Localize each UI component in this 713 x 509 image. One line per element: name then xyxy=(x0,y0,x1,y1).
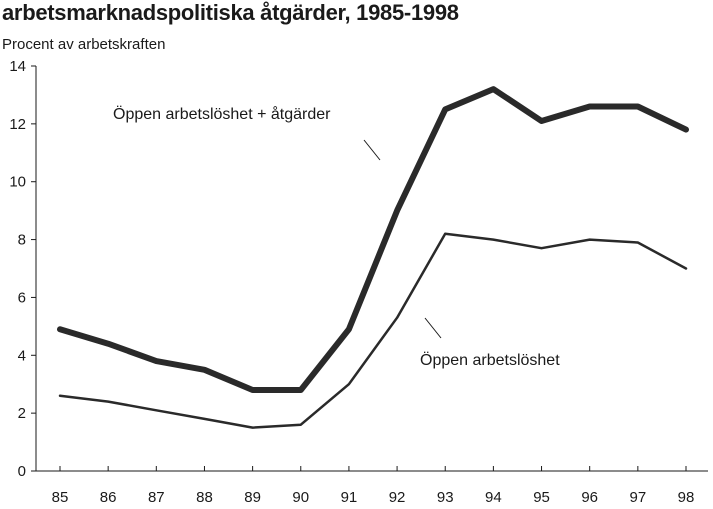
y-tick-label: 2 xyxy=(18,405,26,422)
x-axis-ticks: 85 86 87 88 89 90 91 92 93 94 95 96 97 98 xyxy=(52,466,695,506)
x-tick-label: 89 xyxy=(244,489,261,506)
series-pointer-total xyxy=(363,139,381,161)
axes xyxy=(35,66,708,472)
x-tick-label: 92 xyxy=(389,489,406,506)
y-tick-label: 6 xyxy=(18,289,26,306)
annotations: Öppen arbetslöshet + åtgärder Öppen arbe… xyxy=(113,105,560,369)
x-tick-label: 96 xyxy=(581,489,598,506)
x-tick-label: 95 xyxy=(533,489,550,506)
y-tick-label: 12 xyxy=(9,116,26,133)
series-line-open xyxy=(58,232,688,429)
series-label-open: Öppen arbetslöshet xyxy=(420,351,560,369)
x-tick-label: 87 xyxy=(148,489,165,506)
x-tick-label: 85 xyxy=(52,489,69,506)
x-tick-label: 93 xyxy=(437,489,454,506)
series-pointer-open xyxy=(424,317,442,339)
x-tick-label: 88 xyxy=(196,489,213,506)
y-tick-label: 8 xyxy=(18,232,26,249)
x-tick-label: 91 xyxy=(341,489,358,506)
y-axis-ticks: 0 2 4 6 8 10 12 14 xyxy=(9,58,36,480)
series-layer xyxy=(57,86,689,429)
series-label-total: Öppen arbetslöshet + åtgärder xyxy=(113,105,331,123)
x-tick-label: 97 xyxy=(630,489,647,506)
y-tick-label: 0 xyxy=(18,463,26,480)
x-tick-label: 98 xyxy=(678,489,695,506)
y-tick-label: 4 xyxy=(18,347,26,364)
x-tick-label: 90 xyxy=(292,489,309,506)
y-axis-label: Procent av arbetskraften xyxy=(2,36,166,53)
x-tick-label: 94 xyxy=(485,489,502,506)
y-tick-label: 14 xyxy=(9,58,26,75)
y-tick-label: 10 xyxy=(9,174,26,191)
series-line-total xyxy=(57,86,689,393)
x-tick-label: 86 xyxy=(100,489,117,506)
chart-title: arbetsmarknadspolitiska åtgärder, 1985-1… xyxy=(2,0,459,25)
